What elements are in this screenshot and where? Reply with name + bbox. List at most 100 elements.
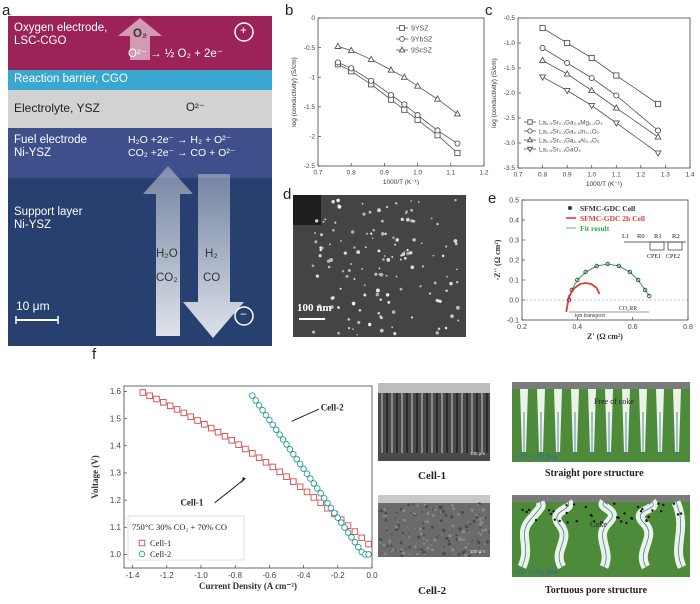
data-point-Cell-1 <box>290 478 297 485</box>
sem-2-grain <box>477 504 480 507</box>
data-point-Cell-2 <box>365 551 372 558</box>
data-point-Cell-2 <box>320 494 328 502</box>
sem-2-grain <box>444 513 448 517</box>
data-point-9YbSZ <box>368 77 375 84</box>
nanoparticle <box>385 205 389 209</box>
data-point-sfmc-gdc <box>575 277 580 283</box>
sem-2-grain <box>387 531 389 533</box>
y-tick-label: -2.0 <box>504 90 516 97</box>
data-point-9ScSZ <box>387 66 395 73</box>
data-point-Cell-1 <box>276 468 283 476</box>
coke-deposit <box>565 511 568 515</box>
data-point-sfmc-gdc <box>642 287 648 293</box>
series-line-9ScSZ <box>337 46 458 115</box>
circuit-R2: R2 <box>672 233 680 240</box>
coke-deposit <box>651 509 654 512</box>
nanoparticle <box>405 210 408 213</box>
x-axis-label: 1000/T (K⁻¹) <box>383 179 419 185</box>
nanoparticle <box>332 228 335 232</box>
series-line <box>542 47 659 131</box>
data-point-Cell-2 <box>317 490 324 497</box>
sem-2-grain <box>485 540 490 544</box>
legend-marker <box>398 46 406 53</box>
nanoparticle <box>326 259 331 263</box>
sem-2-grain <box>443 552 447 555</box>
y-tick-label: 1.3 <box>110 469 122 478</box>
x-tick-label: -1.0 <box>194 571 208 580</box>
sem-2-grain <box>378 510 380 513</box>
legend-marker <box>399 36 405 42</box>
sem-cell-2: 100 μm <box>378 495 490 557</box>
sem-2-grain <box>422 537 425 540</box>
nanoparticle <box>410 200 413 202</box>
sem-cell-1-label: Cell-1 <box>418 470 447 482</box>
coke-deposit <box>528 508 531 511</box>
nanoparticle <box>441 254 445 258</box>
x-tick-label: 0.2 <box>517 324 527 331</box>
sem-2-grain <box>447 539 450 542</box>
nanoparticle <box>312 330 316 334</box>
nanoparticle <box>409 251 413 255</box>
nanoparticle <box>356 250 361 254</box>
sem-2-grain <box>431 548 434 552</box>
sem-2-grain <box>467 542 470 545</box>
sem-2-grain <box>471 539 474 541</box>
plus-sign: + <box>240 25 247 37</box>
data-point-Cell-1 <box>201 421 208 428</box>
sem-2-grain <box>478 546 480 549</box>
data-point-Cell-2 <box>314 485 321 492</box>
sem-2-grain <box>399 541 403 545</box>
sem-2-grain <box>468 531 470 533</box>
legend-label: La₀.₉Sr₀.₁Ga₀.₈Mg₀.₁O₃ <box>539 120 603 127</box>
sem-1-pore <box>421 393 423 453</box>
nanoparticle <box>350 230 355 234</box>
sem-1-pore <box>431 393 433 453</box>
sem-2-grain <box>457 537 462 541</box>
coke-deposit <box>657 502 660 505</box>
support-layer-material: Ni-YSZ <box>14 219 52 231</box>
nanoparticle <box>399 258 402 261</box>
nanoparticle <box>356 333 359 336</box>
data-point <box>564 59 571 67</box>
data-point-9YSZ <box>454 149 461 157</box>
sem-cell-2-texture: 100 μm <box>378 495 490 557</box>
nanoparticle <box>352 328 354 330</box>
x-axis-label: 1000/T (K⁻¹) <box>586 181 622 188</box>
sem-1-pore <box>466 393 468 453</box>
nanoparticle <box>445 289 448 292</box>
oxygen-electrode-title: Oxygen electrode, <box>14 22 108 34</box>
y-tick-label: 1.4 <box>110 441 122 450</box>
y-tick-label: -3.5 <box>504 165 516 172</box>
sem-1-pore <box>411 393 413 453</box>
data-point-Cell-1 <box>269 463 277 471</box>
sem-2-top-layer <box>378 495 490 503</box>
nanoparticle <box>371 237 374 240</box>
sem-2-grain <box>479 526 482 529</box>
nanoparticle <box>387 300 391 304</box>
sem-1-top-layer <box>378 383 490 393</box>
data-point-9ScSZ <box>367 55 375 62</box>
sem-2-grain <box>421 526 425 530</box>
data-point <box>588 74 595 82</box>
sem-2-grain <box>401 531 405 534</box>
data-point-Cell-2 <box>249 392 256 399</box>
sem-2-grain <box>426 520 430 524</box>
sem-2-grain <box>416 527 419 530</box>
sem-2-grain <box>408 532 410 535</box>
sem-2-grain <box>477 540 481 545</box>
coke-deposit <box>623 512 626 515</box>
data-point-Cell-2 <box>286 446 294 453</box>
sem-2-grain <box>460 510 465 515</box>
data-point-9YbSZ <box>454 140 461 147</box>
sem-2-scale: 100 μm <box>470 549 485 554</box>
nanoparticle <box>363 293 367 297</box>
nanoparticle <box>412 238 416 242</box>
nanoparticle <box>386 258 391 262</box>
plot-frame <box>517 17 691 169</box>
sem-2-grain <box>401 551 406 556</box>
outlet-h2: H₂ <box>205 248 218 260</box>
data-point-Cell-1 <box>207 424 215 432</box>
sem-2-grain <box>413 545 417 548</box>
nanoparticle <box>392 236 395 239</box>
data-point-Cell-2 <box>262 411 270 419</box>
